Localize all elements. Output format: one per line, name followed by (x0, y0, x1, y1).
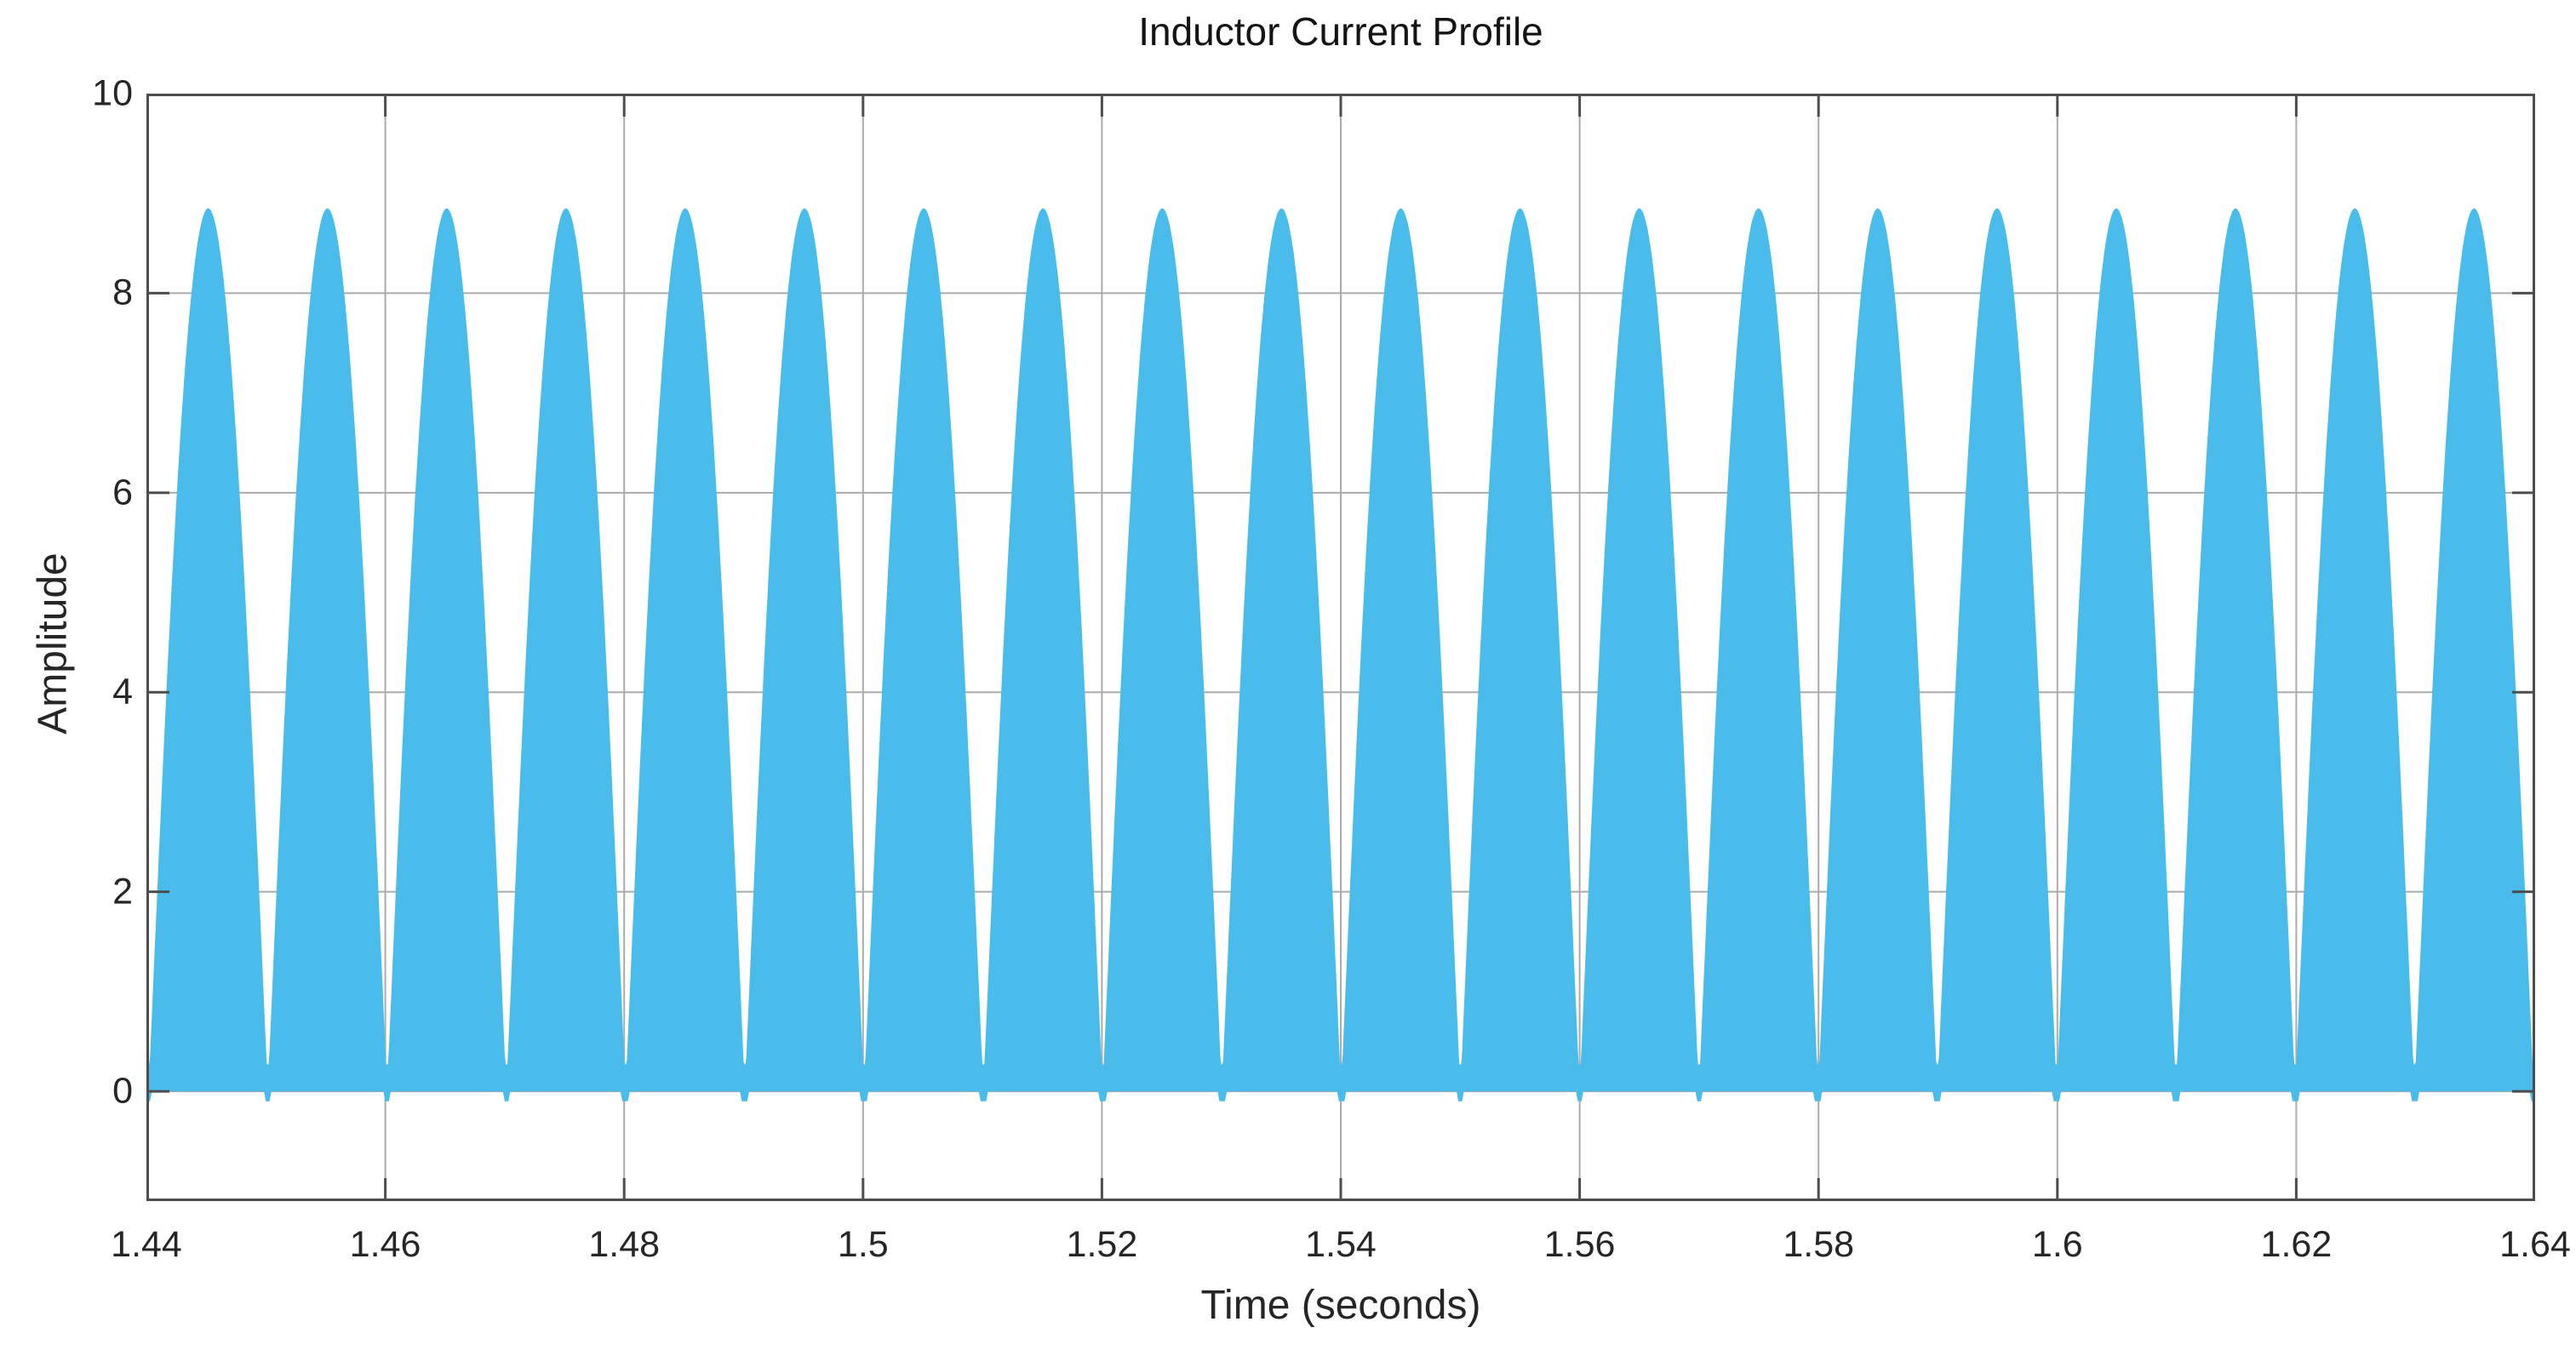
x-tick-label: 1.58 (1783, 1224, 1855, 1265)
x-tick-label: 1.44 (111, 1224, 182, 1265)
plot-area (146, 94, 2535, 1201)
x-tick-label: 1.5 (837, 1224, 889, 1265)
x-tick-label: 1.62 (2260, 1224, 2333, 1265)
axes-box-border (146, 94, 2535, 1201)
plot-title: Inductor Current Profile (1138, 9, 1543, 54)
y-tick-label: 0 (112, 1070, 133, 1112)
x-tick-label: 1.64 (2499, 1224, 2571, 1265)
x-tick-label: 1.46 (349, 1224, 421, 1265)
axis-tick-marks (146, 94, 2535, 1201)
x-tick-label: 1.48 (588, 1224, 661, 1265)
x-tick-label: 1.54 (1305, 1224, 1377, 1265)
x-axis-label: Time (seconds) (1200, 1283, 1481, 1328)
y-tick-label: 10 (92, 72, 133, 114)
x-tick-label: 1.6 (2031, 1224, 2083, 1265)
x-tick-label: 1.56 (1543, 1224, 1616, 1265)
grid-lines (146, 94, 2535, 1201)
y-tick-label: 4 (112, 671, 133, 712)
y-tick-label: 2 (112, 871, 133, 913)
y-tick-label: 8 (112, 272, 133, 313)
y-tick-label: 6 (112, 472, 133, 513)
x-tick-label: 1.52 (1066, 1224, 1138, 1265)
